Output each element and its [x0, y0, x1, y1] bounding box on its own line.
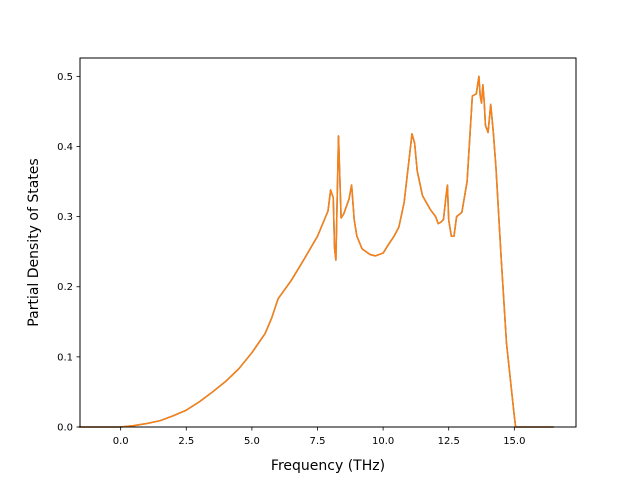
y-tick-label: 0.1 — [57, 352, 73, 363]
y-axis-ticks: 0.0 0.1 0.2 0.3 0.4 0.5 — [57, 72, 80, 434]
series-1-line — [78, 75, 554, 428]
plot-frame — [79, 57, 577, 428]
x-axis-ticks: 0.0 2.5 5.0 7.5 10.0 12.5 15.0 — [113, 427, 525, 447]
x-tick-label: 12.5 — [438, 436, 460, 447]
x-tick-label: 0.0 — [113, 436, 129, 447]
y-tick-label: 0.4 — [57, 142, 73, 153]
x-tick-label: 5.0 — [244, 436, 260, 447]
y-tick-label: 0.5 — [57, 72, 73, 83]
y-tick-label: 0.3 — [57, 212, 73, 223]
series-layer — [78, 75, 554, 428]
y-tick-label: 0.0 — [57, 423, 73, 434]
x-tick-label: 15.0 — [503, 436, 525, 447]
y-tick-label: 0.2 — [57, 282, 73, 293]
x-axis-label: Frequency (THz) — [271, 458, 385, 474]
x-tick-label: 10.0 — [372, 436, 394, 447]
x-tick-label: 7.5 — [310, 436, 326, 447]
x-tick-label: 2.5 — [178, 436, 194, 447]
y-axis-label: Partial Density of States — [26, 158, 42, 326]
